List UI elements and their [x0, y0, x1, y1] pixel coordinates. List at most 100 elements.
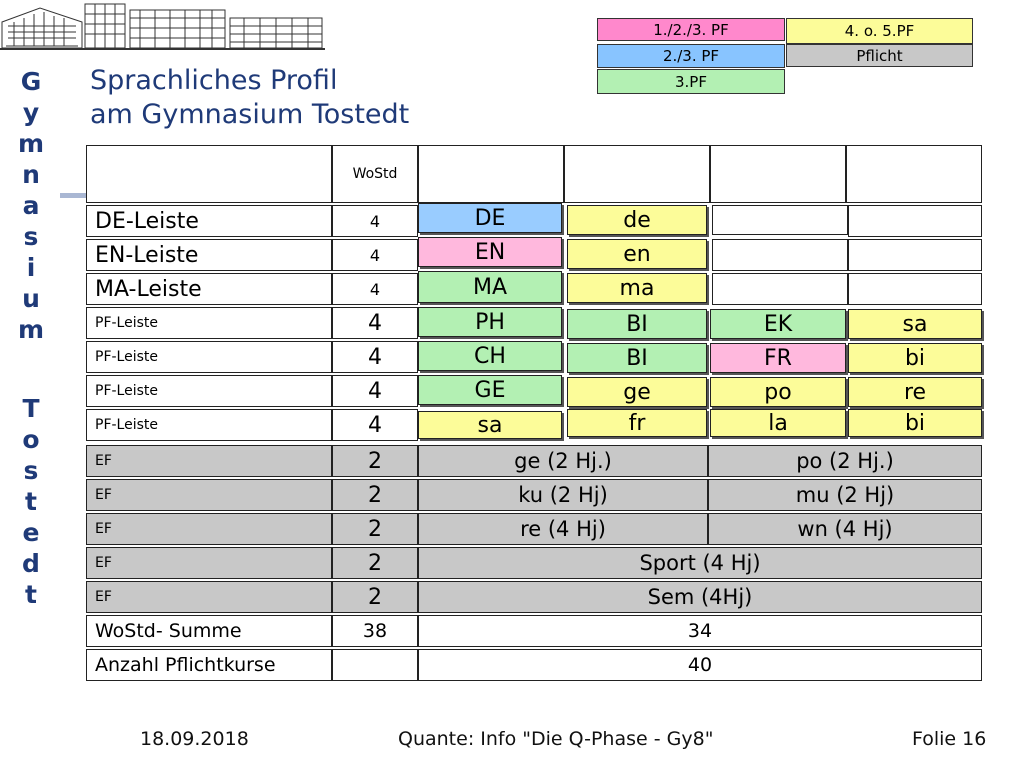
count-row-value: 40: [418, 649, 982, 681]
sum-row-value: 34: [418, 615, 982, 647]
row-label: PF-Leiste: [86, 409, 332, 441]
course-cell: po: [710, 377, 846, 407]
sum-row-label: WoStd- Summe: [86, 615, 332, 647]
header-cell-label: [86, 145, 332, 203]
course-cell: ma: [567, 273, 707, 303]
vertical-letter: a: [22, 191, 40, 220]
ef-row-label: EF: [86, 445, 332, 477]
row-wostd: 4: [332, 409, 418, 441]
header-cell-col2: [564, 145, 710, 203]
course-cell: EK: [710, 309, 846, 339]
course-cell-empty: [712, 205, 848, 235]
slide-title: Sprachliches Profil am Gymnasium Tostedt: [90, 64, 409, 132]
course-cell: bi: [848, 409, 982, 437]
ef-row-wostd: 2: [332, 513, 418, 545]
course-cell: fr: [567, 409, 707, 437]
row-wostd: 4: [332, 239, 418, 271]
course-cell: sa: [848, 309, 982, 339]
row-label: PF-Leiste: [86, 341, 332, 373]
row-label: DE-Leiste: [86, 205, 332, 237]
header-cell-col4: [846, 145, 982, 203]
ef-row-wostd: 2: [332, 581, 418, 613]
row-label: MA-Leiste: [86, 273, 332, 305]
ef-course-cell-full: Sem (4Hj): [418, 581, 982, 613]
count-row-wostd: [332, 649, 418, 681]
course-cell-empty: [712, 273, 848, 305]
vertical-letter: t: [25, 580, 37, 609]
decorative-bar: [60, 193, 86, 198]
vertical-letter: n: [22, 160, 40, 189]
row-wostd: 4: [332, 341, 418, 373]
ef-row-label: EF: [86, 513, 332, 545]
ef-course-cell: ge (2 Hj.): [418, 445, 708, 477]
row-label: PF-Leiste: [86, 375, 332, 407]
course-cell: EN: [418, 237, 562, 267]
header-cell-col1: [418, 145, 564, 203]
vertical-word-tostedt: T o s t e d t: [14, 393, 48, 610]
vertical-letter: m: [17, 315, 45, 344]
ef-course-cell: re (4 Hj): [418, 513, 708, 545]
course-cell-empty: [848, 239, 982, 271]
vertical-letter: i: [26, 253, 36, 282]
ef-course-cell-full: Sport (4 Hj): [418, 547, 982, 579]
course-cell: GE: [418, 375, 562, 405]
vertical-letter: T: [22, 394, 40, 423]
vertical-letter: s: [23, 222, 39, 251]
course-cell-empty: [712, 239, 848, 271]
ef-row-label: EF: [86, 479, 332, 511]
legend-item-pflicht: Pflicht: [786, 44, 973, 67]
course-cell: PH: [418, 307, 562, 337]
legend-item-4-5-pf: 4. o. 5.PF: [786, 18, 973, 44]
row-wostd: 4: [332, 273, 418, 305]
sum-row-wostd: 38: [332, 615, 418, 647]
school-building-logo: [0, 3, 325, 50]
vertical-letter: y: [22, 98, 40, 127]
course-cell: DE: [418, 203, 562, 233]
legend-item-3-pf: 3.PF: [597, 69, 785, 94]
course-cell: FR: [710, 343, 846, 373]
row-label: PF-Leiste: [86, 307, 332, 339]
ef-course-cell: wn (4 Hj): [708, 513, 982, 545]
course-cell: BI: [567, 309, 707, 339]
vertical-word-gymnasium: G y m n a s i u m: [14, 66, 48, 345]
course-cell: CH: [418, 341, 562, 371]
legend-item-1-2-3-pf: 1./2./3. PF: [597, 18, 785, 41]
row-wostd: 4: [332, 307, 418, 339]
vertical-letter: d: [22, 549, 40, 578]
footer-slide-number: Folie 16: [912, 728, 987, 750]
slide-title-line-1: Sprachliches Profil: [90, 65, 338, 96]
legend-item-2-3-pf: 2./3. PF: [597, 44, 785, 68]
course-cell: MA: [418, 271, 562, 303]
vertical-letter: e: [22, 518, 40, 547]
course-cell: la: [710, 409, 846, 437]
course-cell: BI: [567, 343, 707, 373]
footer-center: Quante: Info "Die Q-Phase - Gy8": [398, 728, 714, 750]
course-cell: sa: [418, 411, 562, 439]
header-cell-wostd: WoStd: [332, 145, 418, 203]
course-cell: de: [567, 205, 707, 235]
course-cell: en: [567, 239, 707, 269]
vertical-letter: G: [20, 67, 42, 96]
ef-row-wostd: 2: [332, 479, 418, 511]
footer-date: 18.09.2018: [140, 728, 249, 750]
ef-course-cell: po (2 Hj.): [708, 445, 982, 477]
vertical-letter: o: [22, 425, 40, 454]
course-cell: bi: [848, 343, 982, 373]
course-cell-empty: [848, 273, 982, 305]
course-cell: re: [848, 377, 982, 407]
ef-row-wostd: 2: [332, 445, 418, 477]
vertical-letter: m: [17, 129, 45, 158]
row-label: EN-Leiste: [86, 239, 332, 271]
header-cell-col3: [710, 145, 846, 203]
vertical-letter: t: [25, 487, 37, 516]
count-row-label: Anzahl Pflichtkurse: [86, 649, 332, 681]
ef-course-cell: ku (2 Hj): [418, 479, 708, 511]
vertical-letter: s: [23, 456, 39, 485]
ef-row-label: EF: [86, 547, 332, 579]
ef-row-wostd: 2: [332, 547, 418, 579]
slide-title-line-2: am Gymnasium Tostedt: [90, 99, 410, 130]
course-cell-empty: [848, 205, 982, 237]
row-wostd: 4: [332, 205, 418, 237]
row-wostd: 4: [332, 375, 418, 407]
ef-row-label: EF: [86, 581, 332, 613]
